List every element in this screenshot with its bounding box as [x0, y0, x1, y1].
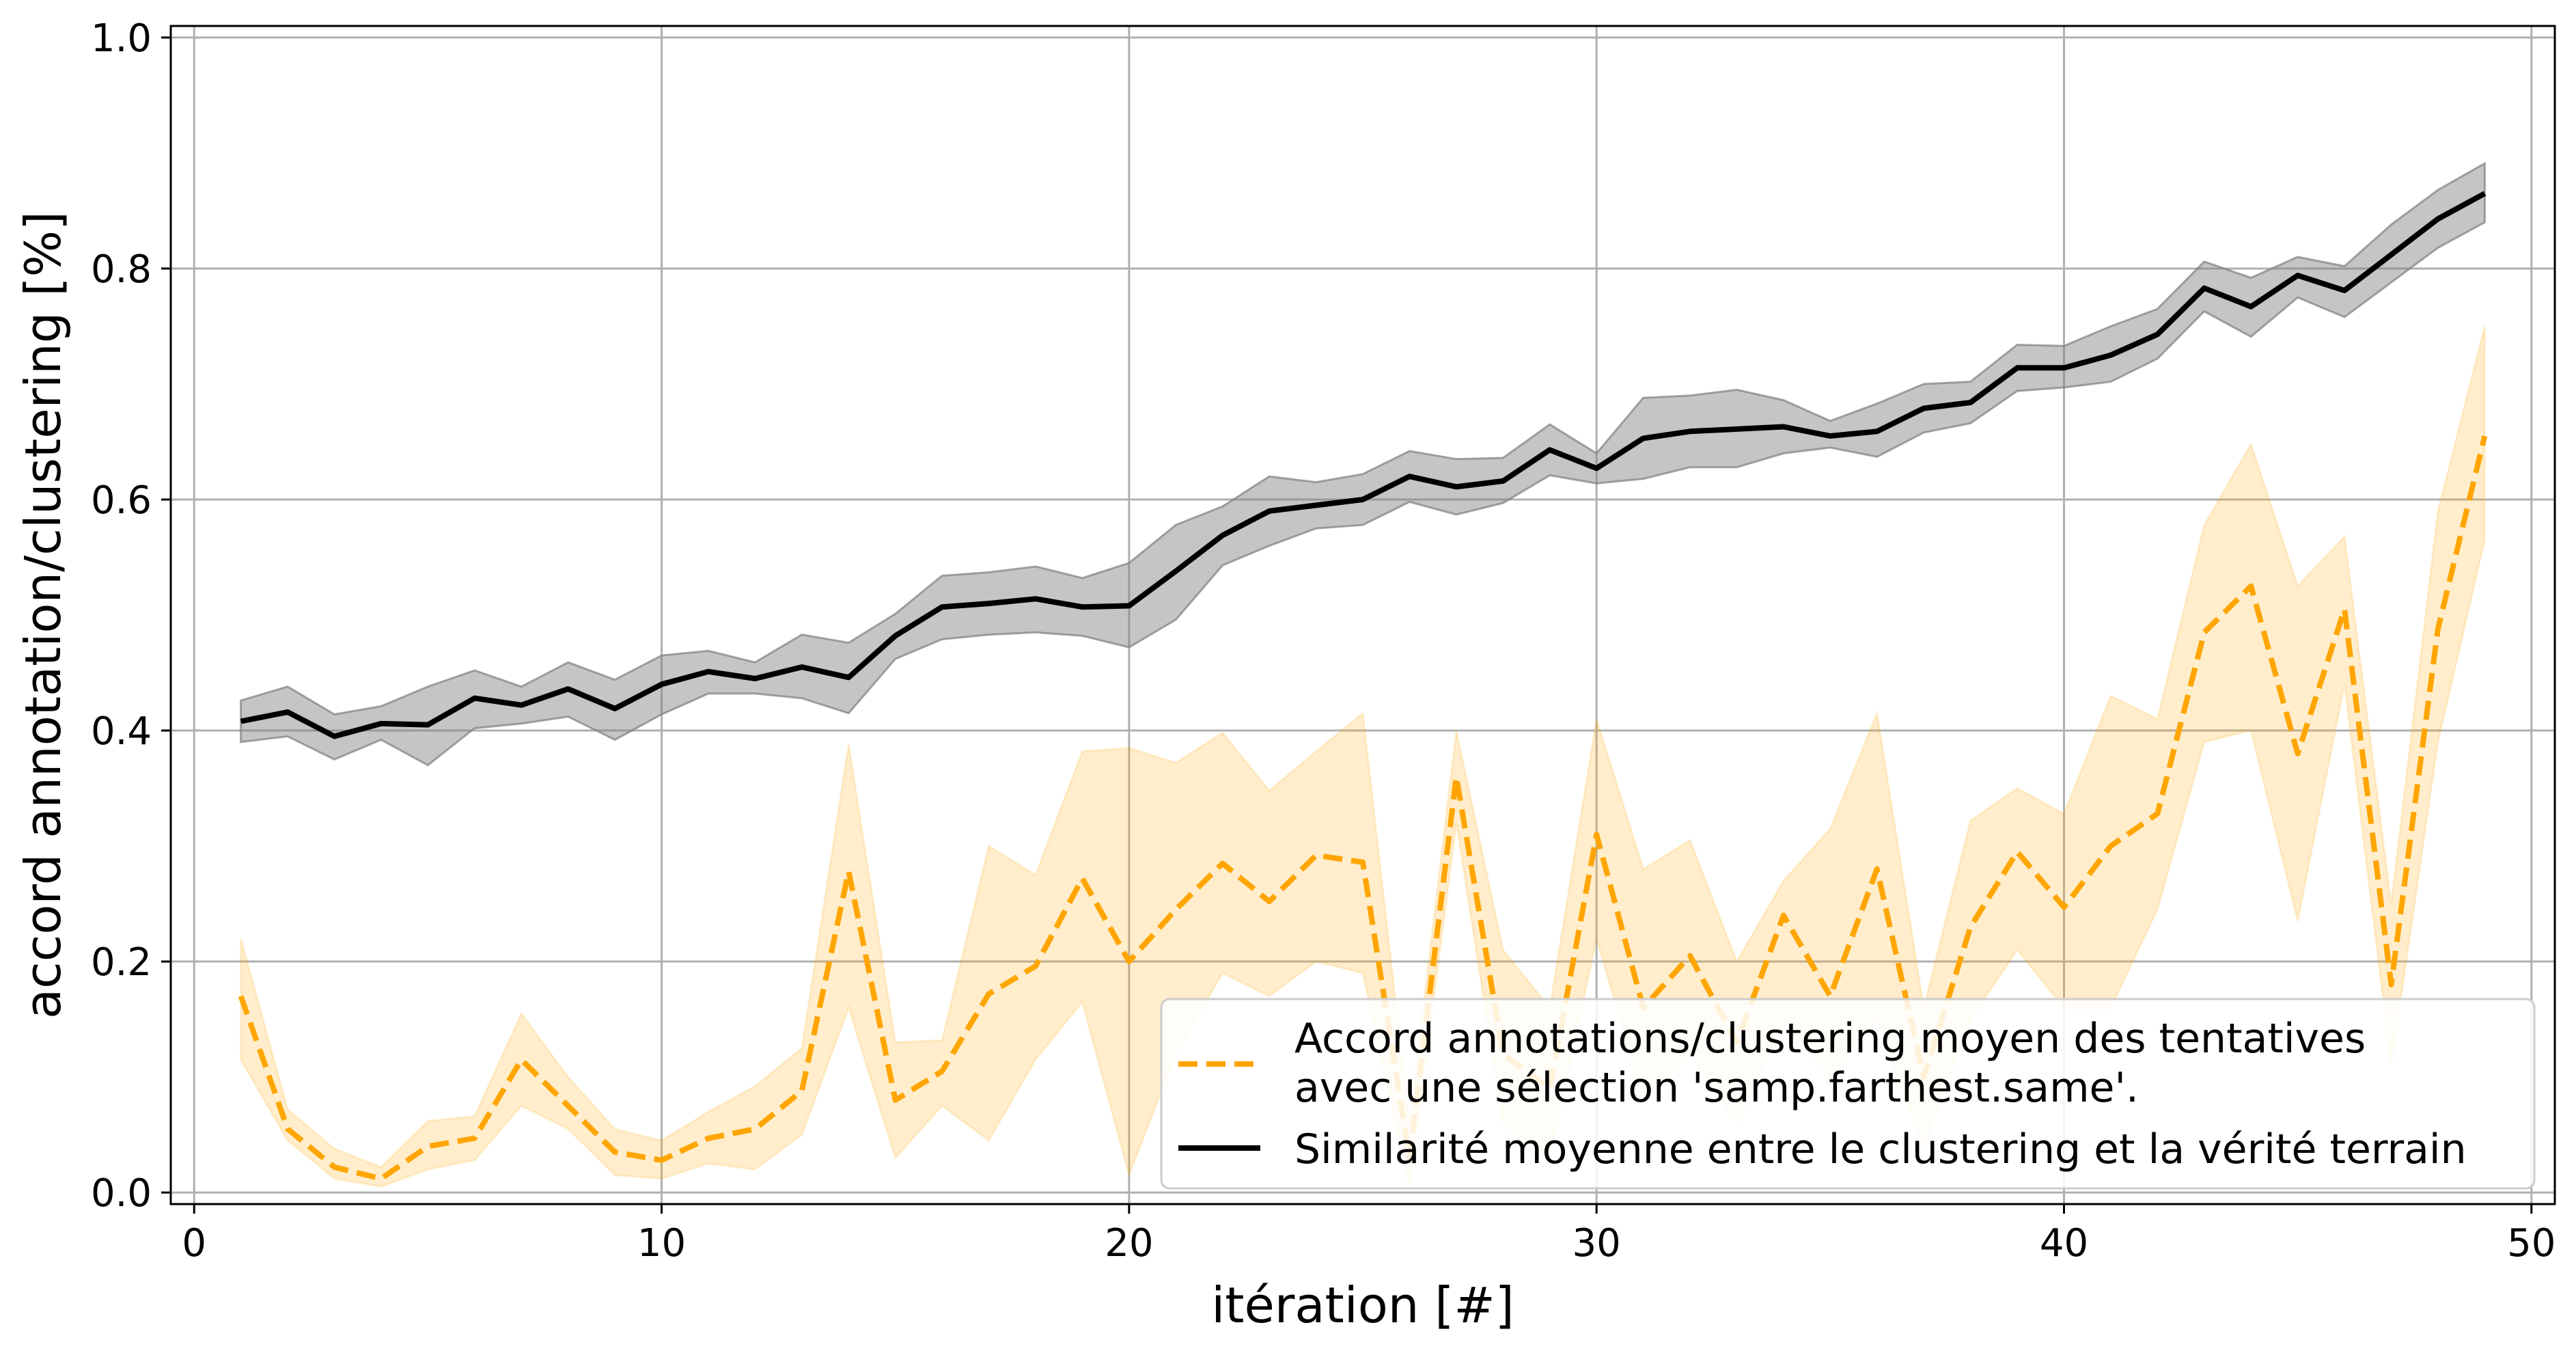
legend-label-1: Accord annotations/clustering moyen des …	[1294, 1015, 2366, 1063]
y-tick-label: 0.8	[91, 247, 152, 292]
x-tick-label: 20	[1105, 1221, 1153, 1266]
x-tick-label: 50	[2507, 1221, 2556, 1266]
y-tick-label: 0.6	[91, 478, 152, 523]
legend-label-1: avec une sélection 'samp.farthest.same'.	[1294, 1064, 2139, 1112]
legend-label-2: Similarité moyenne entre le clustering e…	[1294, 1125, 2467, 1173]
confidence-band-1	[240, 326, 2486, 1188]
x-tick-label: 30	[1573, 1221, 1621, 1266]
x-axis-label: itération [#]	[1211, 1277, 1514, 1334]
x-tick-label: 40	[2040, 1221, 2088, 1266]
x-tick-label: 0	[182, 1221, 206, 1266]
legend-box	[1160, 998, 2536, 1190]
y-tick-label: 1.0	[91, 16, 152, 61]
y-axis-label: accord annotation/clustering [%]	[14, 211, 72, 1019]
y-tick-label: 0.0	[91, 1171, 152, 1216]
y-tick-label: 0.2	[91, 940, 152, 985]
axis-ticks: 0 10 20 30 40 50 0.0 0.2 0.4 0.6 0.8 1.0	[91, 16, 2556, 1266]
series-lines	[238, 191, 2488, 1182]
series-line-2	[240, 191, 2487, 739]
y-tick-label: 0.4	[91, 709, 152, 754]
x-tick-label: 10	[637, 1221, 686, 1266]
series-line-1	[238, 435, 2488, 1182]
plot-frame	[169, 25, 2556, 1205]
legend: Accord annotations/clustering moyen des …	[1160, 998, 2536, 1190]
